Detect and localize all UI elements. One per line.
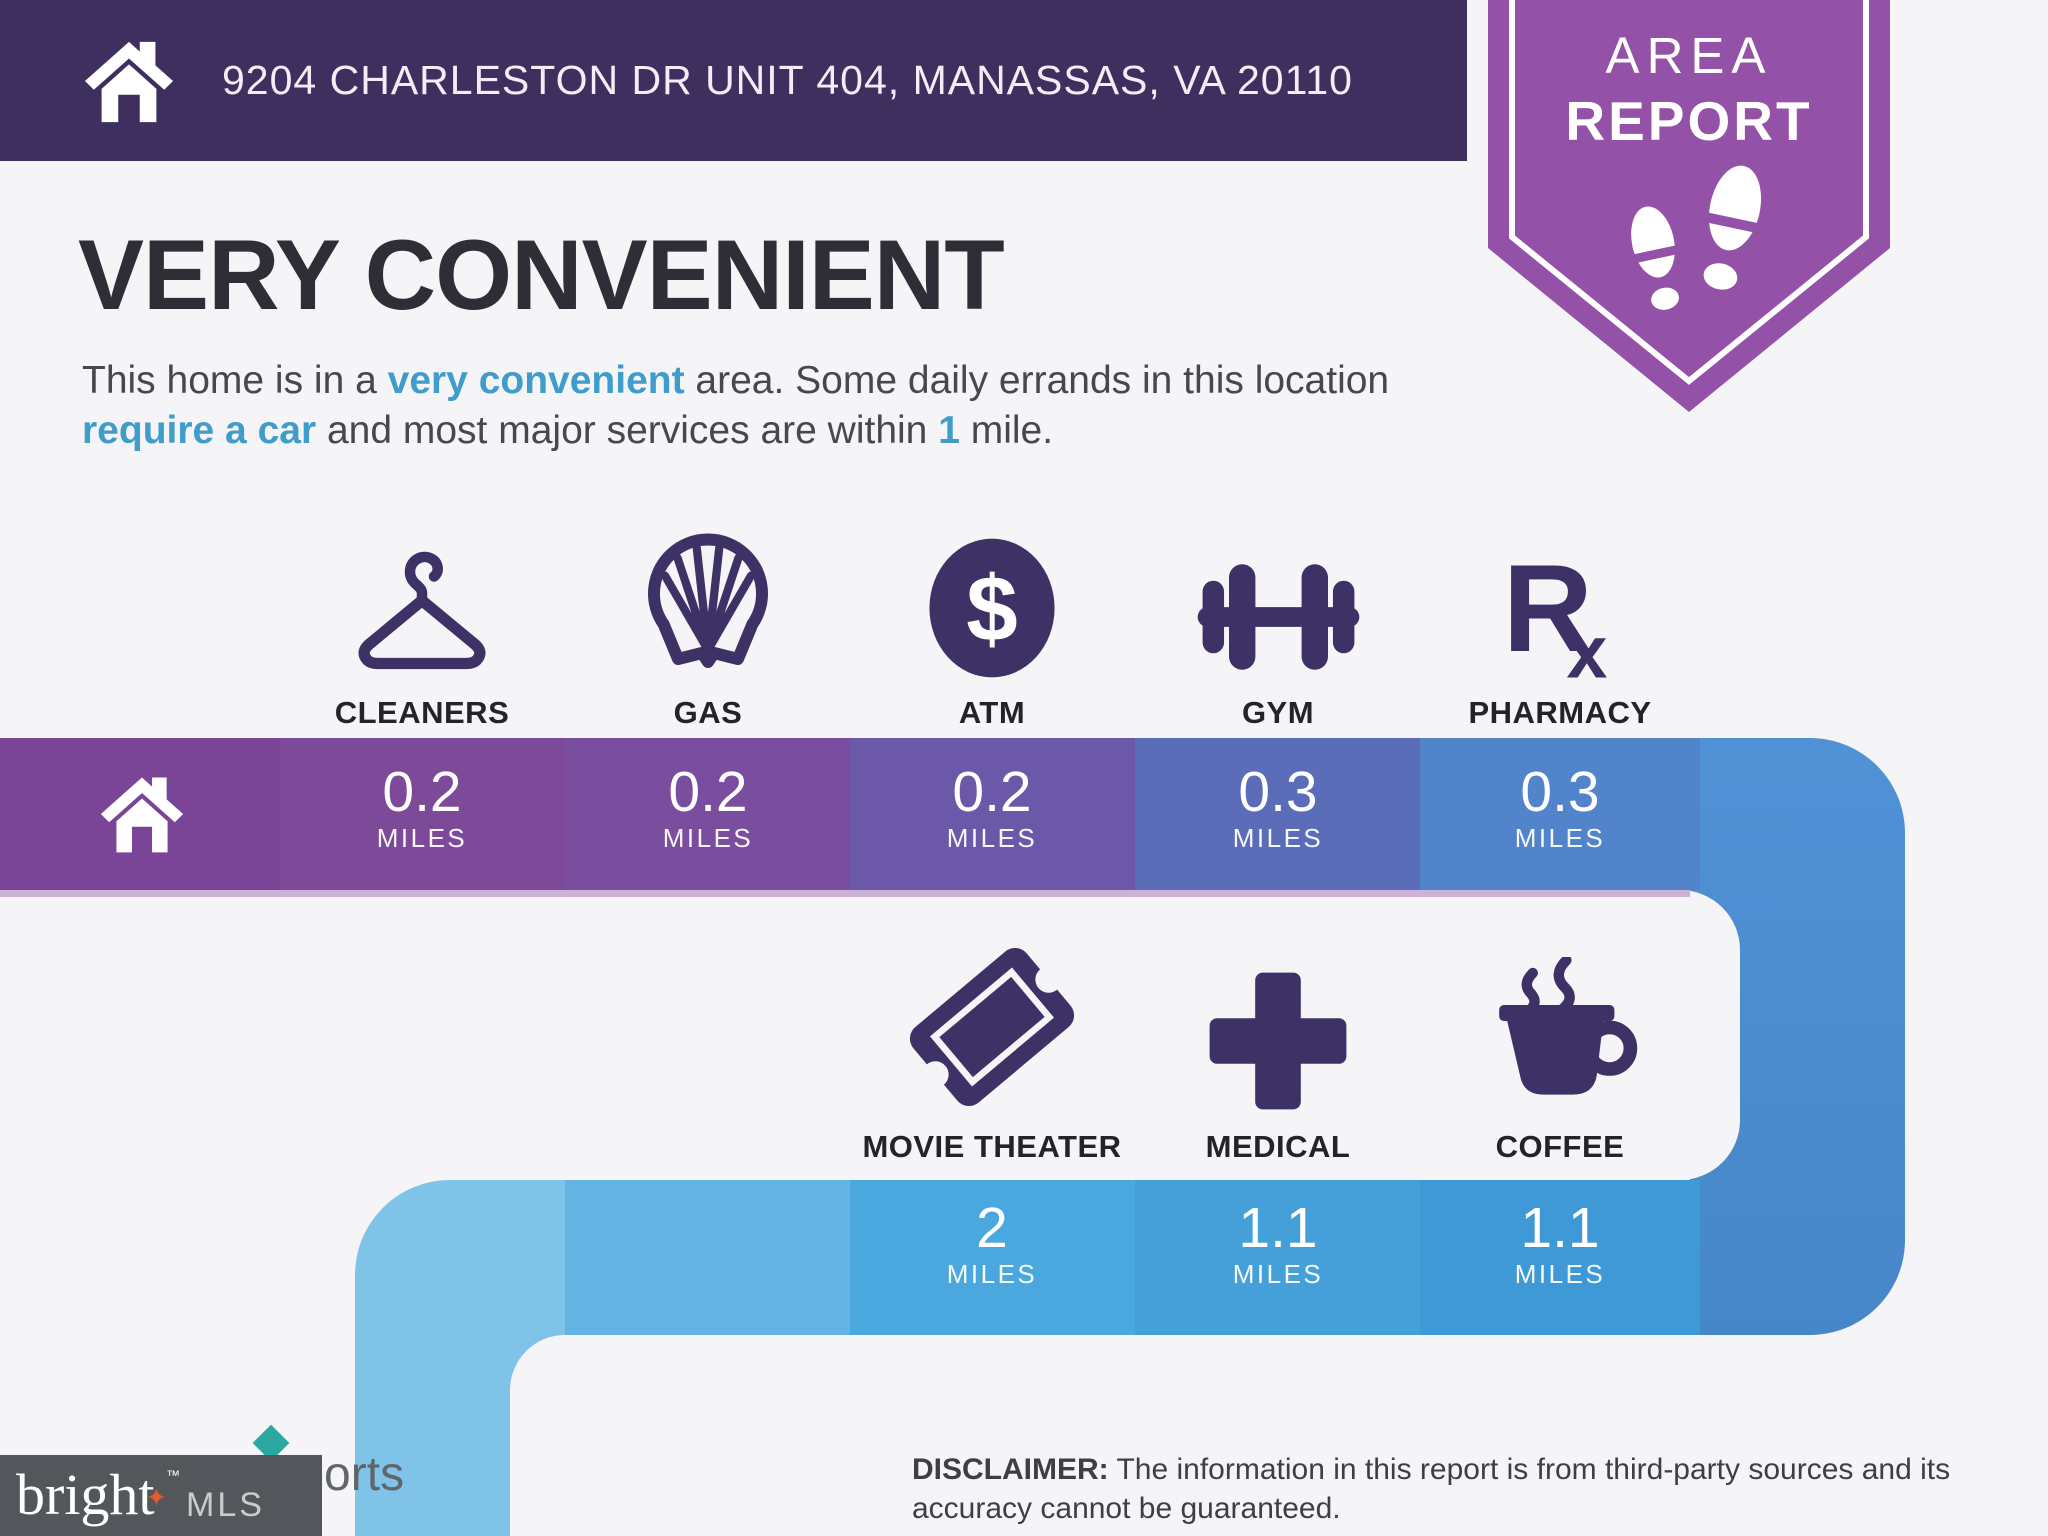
poi-gym: GYM	[1128, 518, 1428, 731]
distance-value: 0.3	[1238, 760, 1318, 824]
poi-atm: $ ATM	[842, 518, 1142, 731]
coffee-cup-icon	[1480, 952, 1640, 1117]
distance-value: 0.2	[382, 760, 462, 824]
poi-label: ATM	[958, 695, 1026, 730]
distance-cell-gas: 0.2 MILES	[568, 762, 848, 854]
badge-title: AREA REPORT	[1488, 26, 1890, 153]
distance-value: 1.1	[1520, 1196, 1600, 1260]
brand-wordmark: bright	[16, 1462, 155, 1527]
poi-cleaners: CLEANERS	[272, 518, 572, 731]
distance-unit: MILES	[946, 1259, 1038, 1289]
distance-cell-medical: 1.1 MILES	[1138, 1198, 1418, 1290]
distance-cell-cleaners: 0.2 MILES	[282, 762, 562, 854]
poi-label: MEDICAL	[1205, 1129, 1351, 1164]
poi-label: GYM	[1241, 695, 1315, 730]
distance-value: 0.3	[1520, 760, 1600, 824]
distance-unit: MILES	[1232, 823, 1324, 853]
poi-label: COFFEE	[1495, 1129, 1625, 1164]
distance-cell-gym: 0.3 MILES	[1138, 762, 1418, 854]
poi-gas: GAS	[558, 518, 858, 731]
svg-text:$: $	[966, 557, 1017, 661]
dollar-circle-icon: $	[924, 518, 1060, 683]
svg-text:x: x	[1566, 611, 1607, 683]
distance-unit: MILES	[1514, 1259, 1606, 1289]
poi-label: MOVIE THEATER	[862, 1129, 1122, 1164]
highlight-very-convenient: very convenient	[387, 359, 685, 402]
distance-value: 2	[976, 1196, 1008, 1260]
trademark-symbol: ™	[166, 1467, 180, 1483]
badge-line2: REPORT	[1565, 90, 1813, 152]
distance-value: 0.2	[952, 760, 1032, 824]
summary-paragraph: This home is in a very convenient area. …	[82, 359, 1390, 452]
disclaimer-label: DISCLAIMER:	[912, 1453, 1109, 1486]
footprints-icon	[1631, 165, 1762, 310]
header-bar: 9204 CHARLESTON DR UNIT 404, MANASSAS, V…	[0, 0, 1467, 161]
medical-cross-icon	[1202, 952, 1354, 1117]
poi-coffee: COFFEE	[1410, 952, 1710, 1165]
distance-value: 1.1	[1238, 1196, 1318, 1260]
distance-value: 0.2	[668, 760, 748, 824]
highlight-one-mile: 1	[938, 409, 960, 452]
hanger-icon	[347, 518, 497, 683]
distance-unit: MILES	[376, 823, 468, 853]
poi-label: PHARMACY	[1468, 695, 1652, 730]
disclaimer-text: DISCLAIMER: The information in this repo…	[912, 1453, 1951, 1525]
poi-pharmacy: R x PHARMACY	[1410, 518, 1710, 731]
distance-unit: MILES	[1514, 823, 1606, 853]
distance-unit: MILES	[662, 823, 754, 853]
poi-movie-theater: MOVIE THEATER	[842, 947, 1142, 1165]
distance-unit: MILES	[946, 823, 1038, 853]
area-report-badge	[1488, 0, 1890, 412]
poi-medical: MEDICAL	[1128, 952, 1428, 1165]
dumbbell-icon	[1196, 518, 1361, 683]
page-title: VERY CONVENIENT	[78, 219, 1005, 330]
svg-text:R: R	[1503, 539, 1593, 678]
highlight-require-a-car: require a car	[82, 409, 317, 452]
star-icon: ✦	[146, 1484, 167, 1512]
distance-unit: MILES	[1232, 1259, 1324, 1289]
distance-cell-coffee: 1.1 MILES	[1420, 1198, 1700, 1290]
distance-cell-atm: 0.2 MILES	[852, 762, 1132, 854]
bar-underline	[0, 890, 1690, 897]
ticket-icon	[902, 947, 1082, 1117]
property-address: 9204 CHARLESTON DR UNIT 404, MANASSAS, V…	[222, 57, 1353, 103]
shell-icon	[633, 518, 783, 683]
brightmls-watermark: bright ✦ ™ MLS	[0, 1455, 322, 1536]
brand-suffix: MLS	[186, 1486, 265, 1524]
home-icon	[96, 772, 188, 856]
home-icon	[80, 36, 178, 126]
distance-cell-movie-theater: 2 MILES	[852, 1198, 1132, 1290]
badge-line1: AREA	[1605, 27, 1773, 84]
distance-cell-pharmacy: 0.3 MILES	[1420, 762, 1700, 854]
rx-icon: R x	[1490, 518, 1630, 683]
poi-label: GAS	[673, 695, 743, 730]
poi-label: CLEANERS	[334, 695, 510, 730]
